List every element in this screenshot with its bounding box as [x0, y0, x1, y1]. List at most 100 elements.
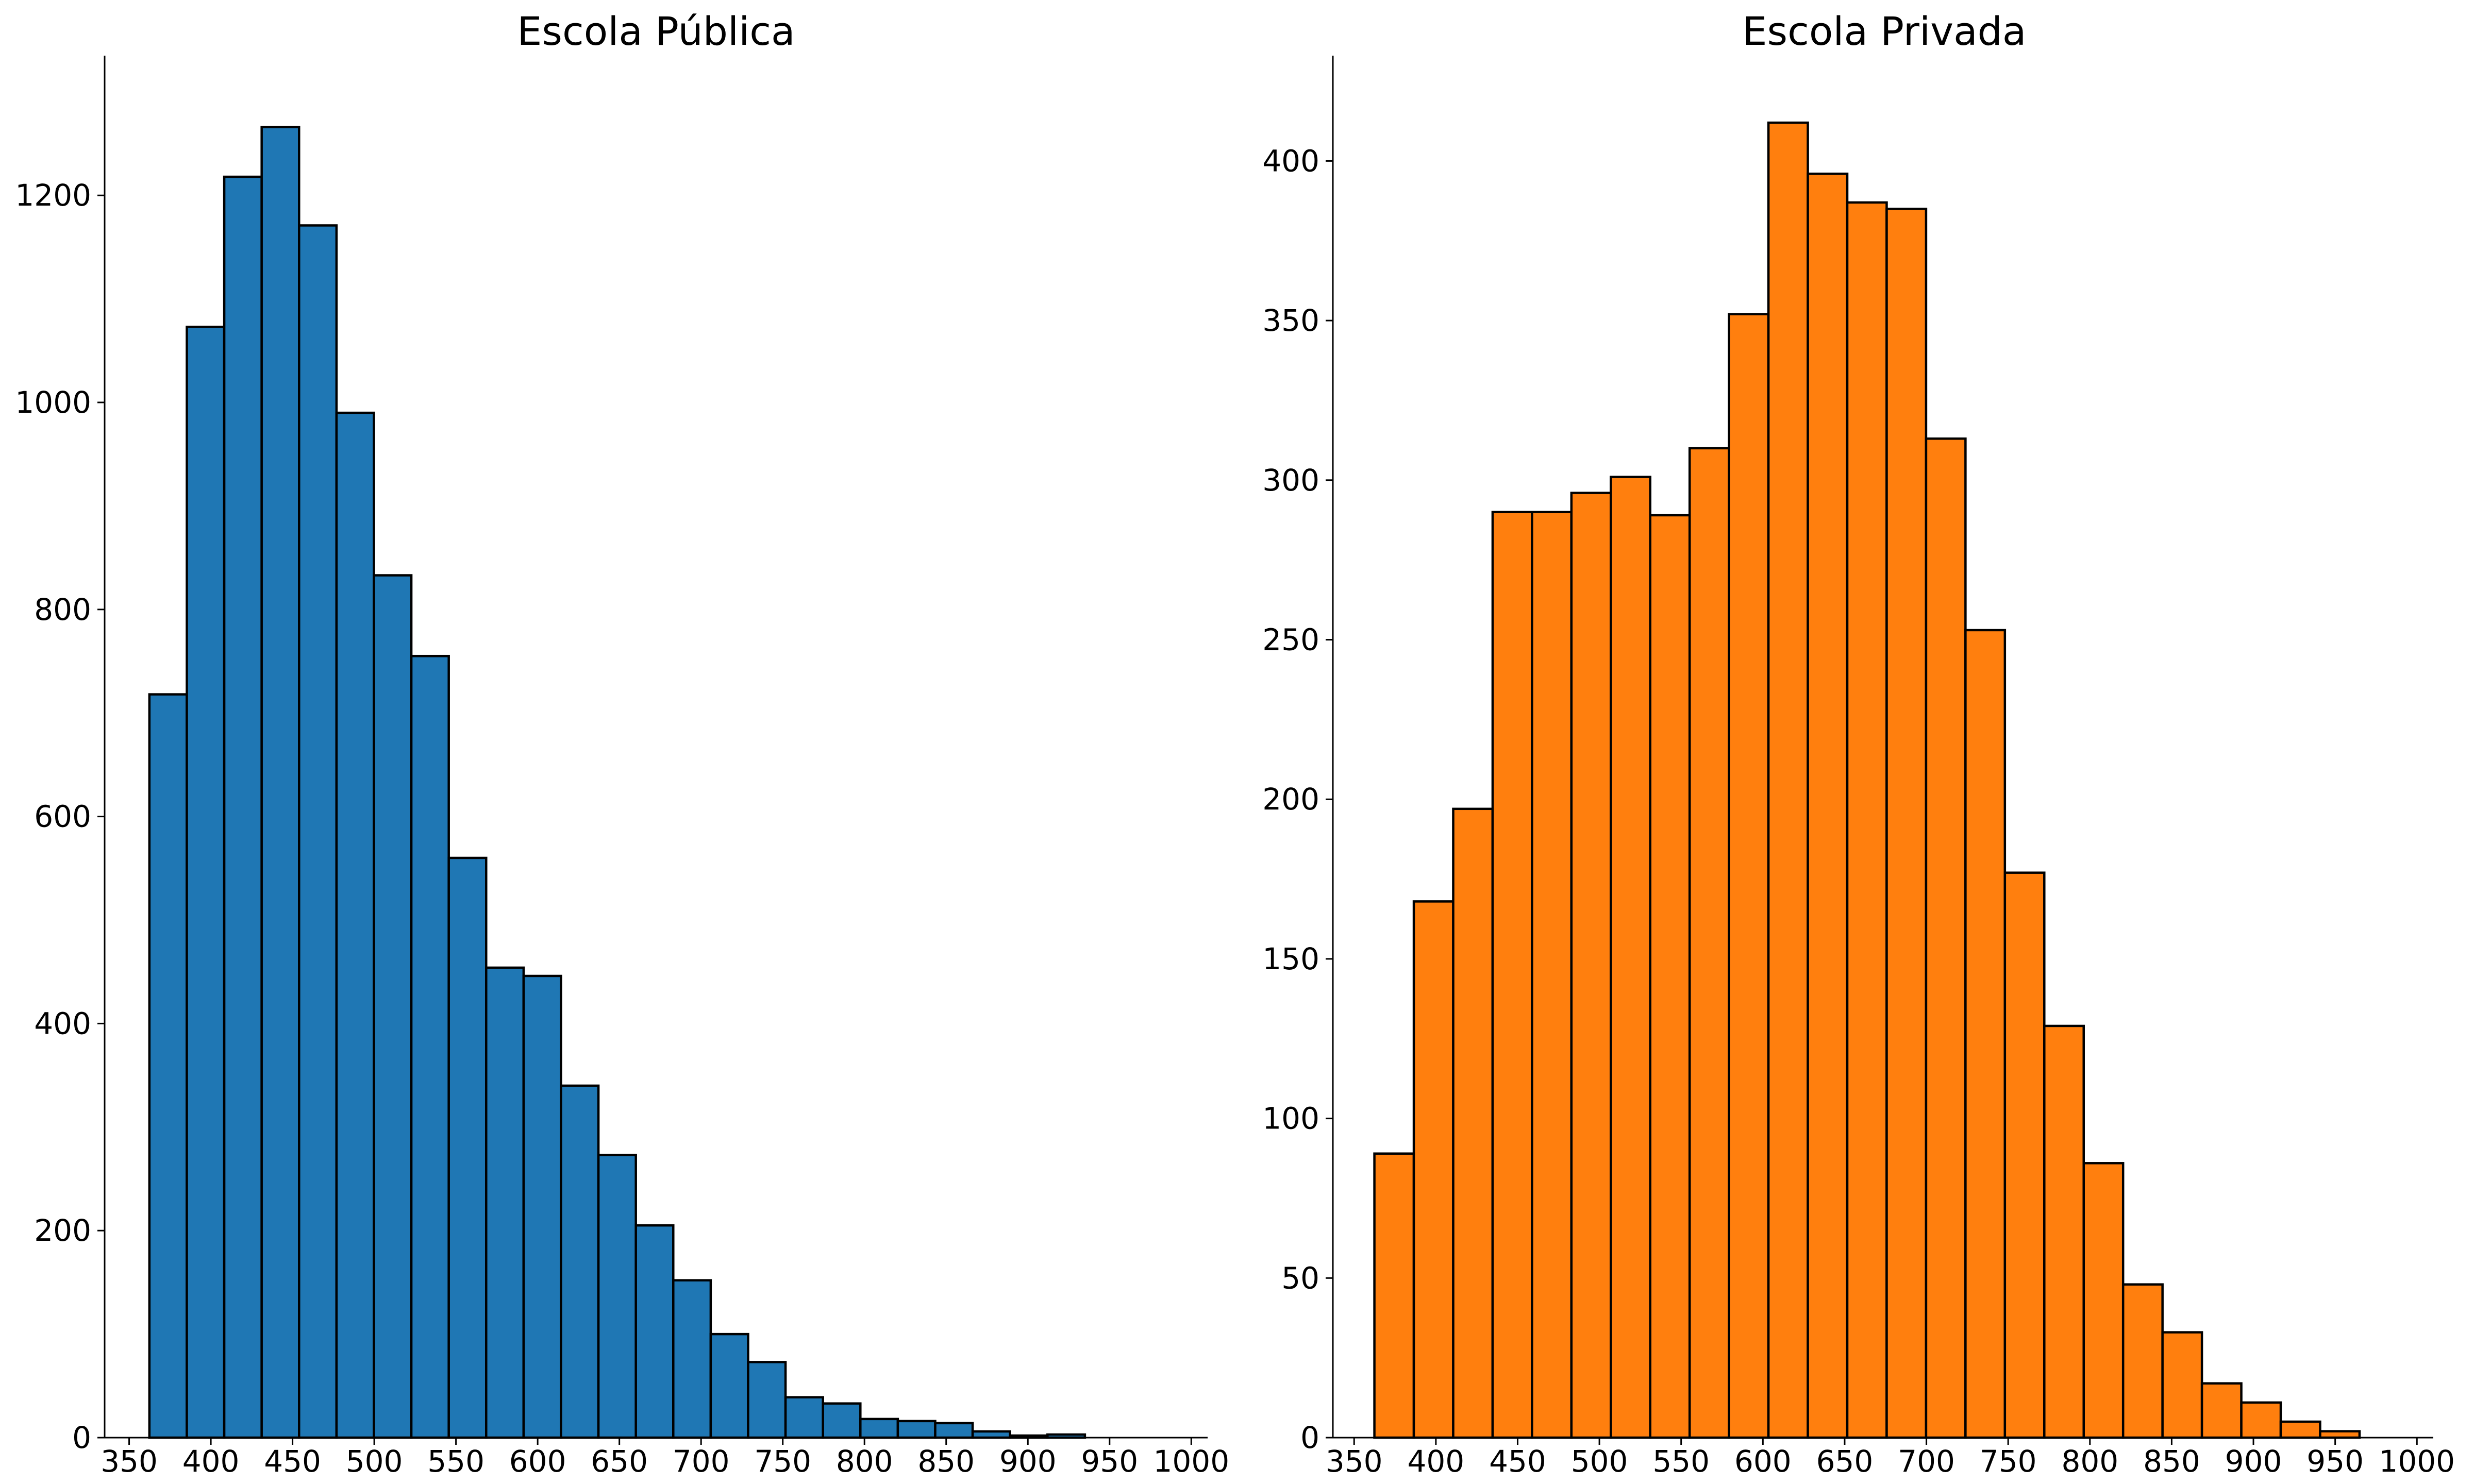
x-tick-label: 450 — [1489, 1444, 1546, 1479]
x-tick-label: 900 — [2225, 1444, 2282, 1479]
histogram-bar — [1688, 447, 1730, 1439]
chart-title: Escola Pública — [517, 8, 795, 54]
axes-group: 350 400 450 500 550 600 650 700 750 800 850 900 950 1… — [1262, 56, 2455, 1479]
x-tick-label: 450 — [264, 1444, 321, 1479]
histogram-bar — [148, 693, 188, 1439]
histogram-bar — [2082, 1162, 2125, 1439]
x-tick-label: 400 — [1407, 1444, 1464, 1479]
y-tick-label: 50 — [1281, 1260, 1319, 1295]
histogram-bar — [2319, 1430, 2361, 1439]
x-tick-label: 650 — [1816, 1444, 1874, 1479]
axes-group: 350 400 450 500 550 600 650 700 750 800 850 900 950 1… — [15, 56, 1229, 1479]
y-tick-label: 600 — [34, 799, 91, 834]
histogram-bar — [1412, 900, 1455, 1439]
y-tick-label: 150 — [1262, 941, 1319, 976]
y-tick-label: 100 — [1262, 1101, 1319, 1136]
histogram-bar — [223, 175, 263, 1439]
x-tick-label: 350 — [101, 1444, 158, 1479]
y-tick-label: 0 — [1300, 1420, 1319, 1455]
histogram-bar — [298, 224, 338, 1439]
histogram-bar — [2121, 1283, 2164, 1439]
histogram-bar — [1531, 511, 1573, 1439]
histogram-bar — [784, 1396, 824, 1439]
histogram-bar — [2003, 871, 2046, 1439]
x-tick-label: 700 — [673, 1444, 730, 1479]
histogram-bar — [709, 1333, 749, 1439]
histogram-bar — [822, 1402, 862, 1439]
histogram-bar — [597, 1154, 637, 1439]
histogram-bar — [2240, 1401, 2282, 1439]
y-tick-label: 250 — [1262, 622, 1319, 657]
histogram-bar — [1373, 1152, 1415, 1439]
y-tick-label: 200 — [34, 1213, 91, 1248]
histogram-bar — [634, 1224, 675, 1439]
x-tick-label: 800 — [2061, 1444, 2118, 1479]
histogram-bar — [260, 126, 300, 1439]
y-tick-label: 300 — [1262, 463, 1319, 498]
public-school-histogram: Escola Pública 350 400 450 500 550 600 650 700 7… — [15, 8, 1229, 1479]
x-tick-label: 1000 — [2379, 1444, 2455, 1479]
x-tick-label: 750 — [754, 1444, 811, 1479]
histogram-bar — [747, 1361, 787, 1439]
histogram-bar — [1491, 511, 1533, 1439]
histogram-bar — [971, 1430, 1011, 1439]
x-tick-label: 700 — [1898, 1444, 1955, 1479]
histogram-bar — [2161, 1331, 2203, 1439]
y-tick-label: 400 — [34, 1006, 91, 1041]
histogram-bar — [1925, 437, 1967, 1439]
x-tick-label: 850 — [917, 1444, 975, 1479]
histogram-bar — [1846, 201, 1888, 1439]
histogram-bar — [2043, 1024, 2085, 1439]
y-tick-label: 350 — [1262, 303, 1319, 338]
histogram-bar — [934, 1422, 974, 1439]
histogram-bar — [2279, 1420, 2321, 1439]
x-tick-label: 600 — [509, 1444, 566, 1479]
private-school-histogram: Escola Privada 350 400 450 500 550 600 650 700 7… — [1262, 8, 2455, 1479]
histogram-bar — [1767, 121, 1809, 1439]
histogram-bar — [335, 411, 375, 1439]
histogram-bar — [1885, 208, 1928, 1439]
x-tick-label: 650 — [591, 1444, 648, 1479]
x-tick-label: 500 — [1571, 1444, 1628, 1479]
x-tick-label: 500 — [346, 1444, 403, 1479]
histogram-bar — [485, 966, 525, 1439]
histogram-bar — [1610, 476, 1652, 1439]
y-tick-label: 1000 — [15, 385, 91, 420]
histogram-bar — [1649, 514, 1691, 1439]
y-tick-label: 800 — [34, 592, 91, 627]
histogram-bar — [186, 326, 226, 1439]
histogram-bar — [373, 574, 413, 1439]
histogram-bar — [1807, 172, 1849, 1439]
x-tick-label: 900 — [999, 1444, 1057, 1479]
histogram-bar — [410, 654, 450, 1439]
x-tick-label: 800 — [836, 1444, 893, 1479]
y-tick-label: 200 — [1262, 782, 1319, 817]
histogram-bar — [672, 1279, 712, 1439]
x-tick-label: 550 — [1652, 1444, 1710, 1479]
histogram-bar — [1728, 313, 1770, 1439]
histogram-bar — [1964, 629, 2007, 1439]
histogram-bar — [859, 1418, 899, 1439]
histogram-bar — [560, 1084, 600, 1439]
histogram-bar — [1570, 492, 1612, 1439]
x-tick-label: 850 — [2143, 1444, 2200, 1479]
x-tick-label: 750 — [1980, 1444, 2037, 1479]
histogram-bar — [522, 974, 562, 1439]
histogram-bar — [447, 856, 488, 1439]
y-tick-label: 400 — [1262, 143, 1319, 178]
x-tick-label: 600 — [1734, 1444, 1792, 1479]
y-tick-label: 1200 — [15, 178, 91, 213]
chart-title: Escola Privada — [1743, 8, 2027, 54]
x-tick-label: 950 — [1081, 1444, 1138, 1479]
x-tick-label: 1000 — [1153, 1444, 1229, 1479]
bars-group — [1373, 121, 2361, 1439]
histogram-bar — [1452, 807, 1494, 1439]
x-tick-label: 550 — [427, 1444, 484, 1479]
x-tick-label: 400 — [182, 1444, 240, 1479]
x-tick-label: 950 — [2306, 1444, 2364, 1479]
bars-group — [148, 126, 1086, 1439]
histogram-bar — [896, 1420, 937, 1439]
histogram-bar — [2200, 1382, 2243, 1439]
y-tick-label: 0 — [72, 1420, 91, 1455]
